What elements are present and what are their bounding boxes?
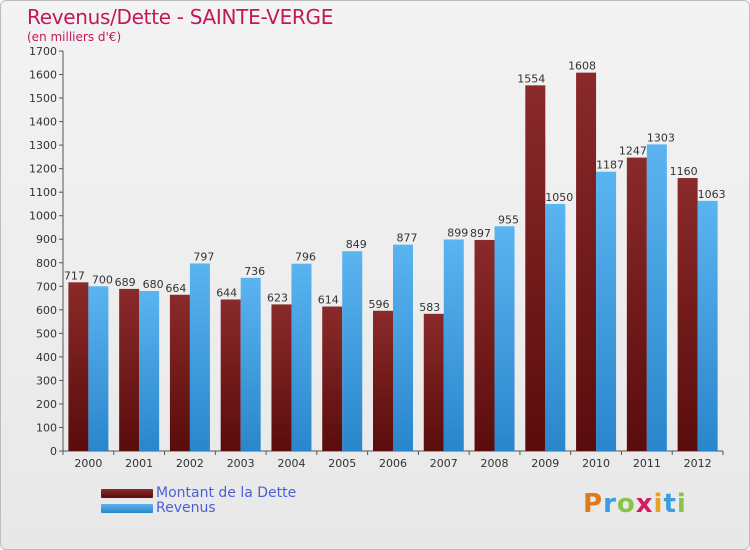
- bar-dette: [373, 310, 393, 451]
- x-tick-label: 2002: [176, 457, 204, 470]
- data-label-dette: 717: [64, 269, 85, 282]
- bar-dette: [474, 239, 495, 451]
- y-tick-label: 1200: [29, 163, 57, 176]
- y-tick-label: 100: [36, 421, 57, 434]
- data-label-revenus: 899: [447, 226, 468, 239]
- bar-dette: [68, 282, 89, 451]
- bar-revenus: [697, 200, 718, 451]
- x-tick-label: 2004: [277, 457, 305, 470]
- data-label-dette: 1608: [568, 60, 596, 73]
- bar-dette: [525, 85, 546, 452]
- data-label-dette: 583: [419, 301, 440, 314]
- data-label-revenus: 680: [143, 278, 164, 291]
- x-tick-label: 2001: [125, 457, 153, 470]
- x-tick-label: 2010: [582, 457, 610, 470]
- y-tick-label: 1500: [29, 92, 57, 105]
- data-label-revenus: 877: [397, 232, 418, 245]
- data-label-revenus: 849: [346, 238, 367, 251]
- logo-letter: P: [583, 489, 604, 519]
- bar-dette: [423, 313, 444, 451]
- logo-letter: x: [635, 489, 654, 519]
- legend-swatch-revenus: [101, 504, 153, 513]
- bar-revenus: [494, 226, 515, 451]
- y-tick-label: 700: [36, 280, 57, 293]
- proxiti-logo: Proxiti: [583, 489, 687, 519]
- data-label-dette: 623: [267, 291, 288, 304]
- bar-revenus: [139, 291, 160, 451]
- y-tick-label: 300: [36, 374, 57, 387]
- x-tick-label: 2006: [379, 457, 407, 470]
- x-tick-label: 2007: [430, 457, 458, 470]
- data-label-dette: 664: [165, 282, 186, 295]
- data-label-dette: 689: [115, 276, 136, 289]
- bar-dette: [119, 288, 140, 451]
- data-label-revenus: 736: [244, 265, 265, 278]
- logo-letter: o: [616, 489, 636, 519]
- y-tick-label: 200: [36, 398, 57, 411]
- y-tick-label: 1300: [29, 139, 57, 152]
- logo-letter: i: [676, 489, 687, 519]
- chart-title: Revenus/Dette - SAINTE-VERGE: [27, 5, 334, 29]
- bar-dette: [677, 178, 698, 451]
- chart-subtitle: (en milliers d'€): [27, 30, 122, 44]
- legend-label-dette: Montant de la Dette: [156, 485, 297, 501]
- data-label-dette: 1554: [517, 72, 545, 85]
- bar-revenus: [240, 277, 261, 451]
- x-tick-label: 2000: [74, 457, 102, 470]
- y-tick-label: 1100: [29, 186, 57, 199]
- data-label-revenus: 955: [498, 213, 519, 226]
- bar-revenus: [443, 239, 464, 451]
- data-label-revenus: 700: [92, 273, 113, 286]
- data-label-revenus: 796: [295, 251, 316, 264]
- y-tick-label: 800: [36, 257, 57, 270]
- bar-dette: [220, 299, 241, 451]
- y-tick-label: 500: [36, 327, 57, 340]
- data-label-dette: 1247: [619, 145, 647, 158]
- data-label-dette: 596: [369, 298, 390, 311]
- x-tick-label: 2012: [684, 457, 712, 470]
- logo-letter: t: [663, 489, 677, 519]
- y-tick-label: 0: [50, 445, 57, 458]
- data-label-dette: 897: [470, 227, 491, 240]
- legend-swatch-dette: [101, 489, 153, 498]
- bar-revenus: [545, 203, 566, 451]
- bar-dette: [169, 294, 190, 451]
- data-label-dette: 614: [318, 294, 339, 307]
- data-label-revenus: 1063: [698, 188, 726, 201]
- bar-revenus: [393, 244, 413, 451]
- x-tick-label: 2003: [227, 457, 255, 470]
- data-label-revenus: 797: [193, 250, 214, 263]
- bar-revenus: [88, 286, 109, 451]
- bar-revenus: [189, 263, 210, 451]
- x-tick-label: 2005: [328, 457, 356, 470]
- data-label-revenus: 1303: [647, 131, 675, 144]
- data-label-dette: 644: [216, 286, 237, 299]
- data-label-revenus: 1187: [596, 159, 624, 172]
- x-tick-label: 2008: [481, 457, 509, 470]
- y-tick-label: 900: [36, 233, 57, 246]
- bar-dette: [271, 304, 292, 451]
- bar-dette: [626, 157, 647, 451]
- bar-revenus: [342, 251, 363, 451]
- x-tick-label: 2011: [633, 457, 661, 470]
- y-tick-label: 1000: [29, 210, 57, 223]
- data-label-revenus: 1050: [545, 191, 573, 204]
- y-tick-label: 1700: [29, 45, 57, 58]
- bar-revenus: [596, 171, 617, 452]
- bar-dette: [322, 306, 343, 451]
- bar-revenus: [291, 263, 312, 451]
- y-tick-label: 600: [36, 304, 57, 317]
- legend-label-revenus: Revenus: [156, 500, 216, 516]
- logo-letter: r: [603, 489, 617, 519]
- logo-letter: i: [653, 489, 664, 519]
- y-tick-label: 400: [36, 351, 57, 364]
- bar-revenus: [646, 144, 667, 452]
- bar-dette: [576, 72, 597, 451]
- y-tick-label: 1400: [29, 116, 57, 129]
- x-tick-label: 2009: [531, 457, 559, 470]
- y-tick-label: 1600: [29, 69, 57, 82]
- data-label-dette: 1160: [670, 165, 698, 178]
